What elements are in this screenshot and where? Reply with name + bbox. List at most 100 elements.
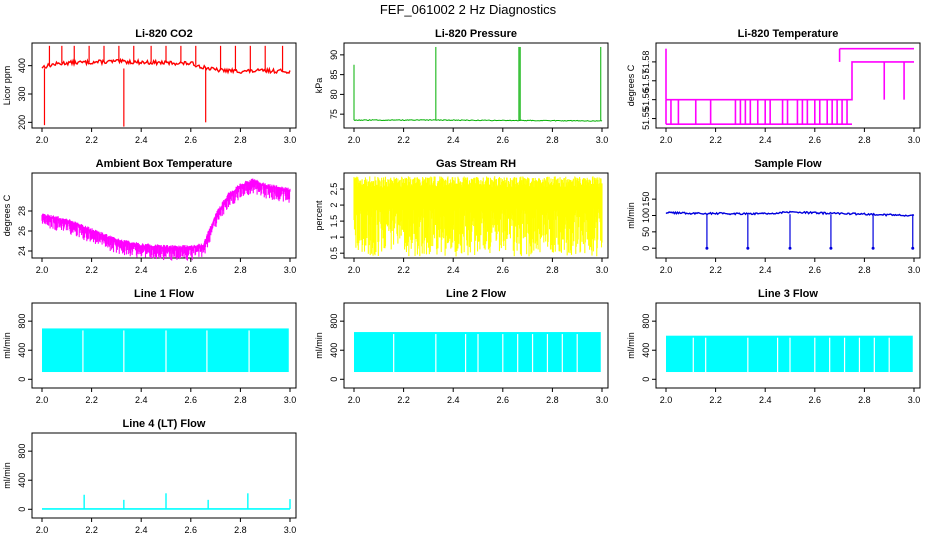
y-tick-label: 24: [17, 246, 27, 256]
data-point: [911, 246, 915, 250]
x-tick-label: 2.4: [759, 395, 772, 405]
x-tick-label: 2.8: [858, 135, 871, 145]
y-tick-label: 1.5: [329, 215, 339, 228]
y-tick-label: 800: [17, 444, 27, 459]
x-tick-label: 2.4: [447, 135, 460, 145]
y-tick-label: 2: [329, 203, 339, 208]
y-axis-label: degrees C: [2, 194, 12, 236]
chart-panel-4: Ambient Box Temperature 2.0 2.2 2.4 2.6 2.8 3.…: [2, 158, 297, 275]
x-tick-label: 2.8: [546, 135, 559, 145]
data-line: [666, 61, 914, 101]
x-tick-label: 2.4: [135, 135, 148, 145]
chart-title: Gas Stream RH: [436, 158, 516, 170]
plot-frame: [343, 302, 609, 389]
y-axis-label: ml/min: [626, 202, 636, 229]
x-tick-label: 2.6: [497, 135, 510, 145]
y-axis-label: kPa: [314, 78, 324, 94]
x-tick-label: 2.8: [234, 395, 247, 405]
x-tick-label: 2.6: [809, 265, 822, 275]
x-tick-label: 2.2: [85, 265, 98, 275]
x-tick-label: 2.2: [85, 135, 98, 145]
y-tick-label: 80: [329, 89, 339, 99]
x-tick-label: 2.8: [234, 265, 247, 275]
y-tick-label: 0: [641, 246, 651, 251]
y-tick-label: 1: [329, 235, 339, 240]
y-tick-label: 300: [17, 86, 27, 101]
x-tick-label: 2.0: [36, 525, 49, 535]
y-tick-label: 50: [641, 227, 651, 237]
x-tick-label: 2.0: [36, 395, 49, 405]
y-tick-label: 51.56: [641, 88, 651, 111]
x-tick-label: 2.2: [85, 525, 98, 535]
y-tick-label: 75: [329, 109, 339, 119]
y-tick-label: 0.5: [329, 247, 339, 260]
y-tick-label: 0: [17, 507, 27, 512]
x-tick-label: 3.0: [284, 135, 297, 145]
x-tick-label: 2.4: [759, 265, 772, 275]
x-tick-label: 2.4: [447, 265, 460, 275]
x-tick-label: 2.6: [497, 395, 510, 405]
y-tick-label: 0: [17, 377, 27, 382]
y-axis-label: degrees C: [626, 64, 636, 106]
y-tick-label: 28: [17, 206, 27, 216]
x-tick-label: 2.6: [497, 265, 510, 275]
x-tick-label: 2.2: [85, 395, 98, 405]
x-tick-label: 2.2: [709, 395, 722, 405]
y-tick-label: 0: [641, 377, 651, 382]
x-tick-label: 2.0: [660, 135, 673, 145]
y-tick-label: 51.55: [641, 107, 651, 130]
x-tick-label: 2.0: [36, 135, 49, 145]
x-tick-label: 2.2: [397, 265, 410, 275]
plot-frame: [31, 42, 297, 129]
y-tick-label: 800: [641, 314, 651, 329]
y-tick-label: 51.58: [641, 51, 651, 74]
plot-frame: [31, 302, 297, 389]
x-tick-label: 2.8: [234, 525, 247, 535]
x-tick-label: 2.8: [546, 395, 559, 405]
chart-panel-2: Li-820 Pressure 2.0 2.2 2.4 2.6 2.8 3.0 75 80 85 9…: [314, 28, 609, 145]
x-tick-label: 2.2: [397, 395, 410, 405]
y-tick-label: 800: [329, 314, 339, 329]
y-tick-label: 51.57: [641, 70, 651, 93]
x-tick-label: 3.0: [908, 395, 921, 405]
x-tick-label: 2.6: [185, 525, 198, 535]
data-line: [353, 119, 603, 122]
chart-title: Li-820 Temperature: [738, 28, 839, 40]
chart-title: Line 3 Flow: [758, 288, 818, 300]
y-tick-label: 200: [17, 115, 27, 130]
data-band: [354, 332, 601, 373]
y-tick-label: 85: [329, 70, 339, 80]
plot-frame: [655, 172, 921, 259]
plot-frame: [655, 42, 921, 129]
y-tick-label: 400: [329, 343, 339, 358]
y-axis-label: Licor ppm: [2, 66, 12, 106]
x-tick-label: 2.8: [858, 265, 871, 275]
y-tick-label: 2.5: [329, 183, 339, 196]
x-tick-label: 3.0: [596, 265, 609, 275]
y-axis-label: ml/min: [2, 462, 12, 489]
x-tick-label: 2.4: [135, 395, 148, 405]
x-tick-label: 2.2: [397, 135, 410, 145]
chart-panel-1: Li-820 CO2 2.0 2.2 2.4 2.6 2.8 3.0 200 300 400 Lic…: [2, 28, 297, 145]
y-tick-label: 100: [641, 208, 651, 223]
data-band: [42, 328, 289, 373]
y-axis-label: ml/min: [314, 332, 324, 359]
chart-title: Sample Flow: [754, 158, 822, 170]
chart-title: Li-820 CO2: [135, 28, 192, 40]
y-axis-label: percent: [314, 200, 324, 231]
data-point: [705, 246, 709, 250]
x-tick-label: 2.2: [709, 265, 722, 275]
x-tick-label: 2.8: [234, 135, 247, 145]
chart-title: Ambient Box Temperature: [96, 158, 233, 170]
y-tick-label: 90: [329, 50, 339, 60]
x-tick-label: 2.4: [135, 525, 148, 535]
y-tick-label: 0: [329, 377, 339, 382]
plot-frame: [343, 42, 609, 129]
y-tick-label: 400: [17, 58, 27, 73]
plot-frame: [31, 432, 297, 519]
chart-panel-8: Line 2 Flow 2.0 2.2 2.4 2.6 2.8 3.0 0 400 800 ml/m…: [314, 288, 609, 405]
x-tick-label: 3.0: [284, 525, 297, 535]
data-point: [746, 246, 750, 250]
